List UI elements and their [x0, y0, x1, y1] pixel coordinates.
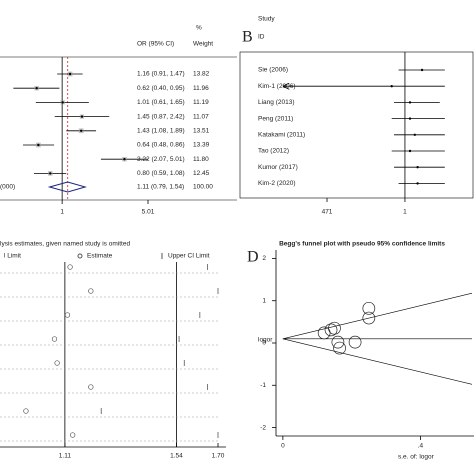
header: OR (95% CI) [137, 41, 174, 48]
weight-label: 12.45 [193, 170, 210, 177]
legend-label: Estimate [87, 253, 113, 260]
study-label: Liang (2013) [258, 99, 295, 106]
value-label: 0.64 (0.48, 0.86) [137, 142, 185, 149]
panel-label: D [247, 249, 259, 266]
study-label: Kim-2 (2020) [258, 180, 296, 187]
x-axis-label: s.e. of: logor [398, 454, 435, 461]
study-point [362, 301, 376, 315]
y-tick-label: 2 [262, 255, 266, 262]
weight-label: 11.19 [193, 99, 209, 106]
value-label: 1.16 (0.91, 1.47) [137, 71, 185, 78]
overall-diamond [47, 181, 87, 193]
x-tick-label: 1.11 [59, 453, 72, 460]
estimate [51, 336, 58, 342]
study-point [362, 311, 376, 325]
estimate [420, 68, 424, 72]
estimate [67, 264, 73, 270]
y-tick-label: -2 [260, 424, 266, 431]
weight-label: 100.00 [193, 184, 213, 191]
value-label: 1.01 (0.61, 1.65) [137, 99, 185, 106]
x-tick-label: 0 [281, 443, 285, 450]
study-label: Kumor (2017) [258, 164, 298, 171]
legend-marker [77, 253, 83, 259]
estimate [88, 288, 94, 294]
estimate [390, 85, 393, 88]
x-tick-label: .4 [418, 443, 424, 450]
value-label: 3.22 (2.07, 5.01) [137, 156, 185, 163]
estimate [413, 133, 417, 136]
estimate [64, 312, 71, 318]
study-point [324, 323, 338, 337]
study-label: Tao (2012) [258, 148, 289, 155]
overall-label: (000) [0, 184, 15, 191]
weight-label: 11.80 [193, 156, 209, 163]
estimate [23, 408, 29, 414]
y-tick-label: -1 [260, 382, 266, 389]
estimate [408, 117, 412, 120]
x-tick-label: 1.54 [170, 453, 183, 460]
estimate [49, 172, 52, 175]
legend-label: l Limit [4, 253, 21, 260]
estimate [35, 87, 38, 90]
x-tick-label: 1 [60, 209, 64, 216]
header: Study [258, 16, 275, 23]
value-label: 1.11 (0.79, 1.54) [137, 184, 184, 191]
study-label: Peng (2011) [258, 115, 293, 122]
x-tick-label: 5.01 [142, 209, 155, 216]
weight-label: 11.07 [193, 113, 209, 120]
estimate [37, 143, 40, 147]
estimate [61, 101, 64, 104]
header: Weight [193, 41, 213, 48]
estimate [80, 129, 83, 132]
study-point [328, 321, 341, 335]
estimate [68, 72, 72, 76]
estimate [408, 149, 412, 153]
y-tick-label: 0 [262, 340, 266, 347]
estimate [88, 384, 94, 390]
weight-label: 13.51 [193, 128, 210, 135]
chart-title: lysis estimates, given named study is om… [0, 241, 130, 248]
study-label: Kim-1 (2006) [258, 83, 296, 90]
x-tick-label: 471 [322, 209, 333, 216]
panel-label: B [242, 29, 253, 46]
x-tick-label: 1.70 [212, 453, 225, 460]
funnel-lower [282, 338, 473, 385]
study-label: Katakami (2011) [258, 132, 305, 139]
header: % [196, 25, 202, 32]
estimate [123, 158, 126, 161]
study-point [348, 335, 362, 349]
chart-title: Begg's funnel plot with pseudo 95% confi… [279, 241, 445, 248]
estimate [416, 182, 419, 185]
value-label: 0.80 (0.59, 1.08) [137, 170, 185, 177]
y-axis-label: logor [258, 337, 273, 344]
x-tick-label: 1 [403, 209, 407, 216]
value-label: 1.43 (1.08, 1.89) [137, 128, 185, 135]
value-label: 1.45 (0.87, 2.42) [137, 113, 185, 120]
estimate [408, 101, 412, 104]
weight-label: 13.82 [193, 71, 210, 78]
y-tick-label: 1 [262, 297, 266, 304]
weight-label: 11.96 [193, 85, 209, 92]
estimate [54, 360, 60, 366]
estimate [416, 166, 419, 169]
value-label: 0.62 (0.40, 0.95) [137, 85, 185, 92]
study-point [333, 341, 346, 355]
header: ID [258, 34, 265, 41]
funnel-upper [282, 292, 473, 340]
study-point [331, 335, 345, 349]
weight-label: 13.39 [193, 142, 210, 149]
legend-label: Upper CI Limit [168, 253, 210, 260]
study-label: Sie (2006) [258, 67, 288, 74]
estimate [80, 115, 84, 118]
estimate [70, 432, 76, 438]
frame [239, 51, 474, 199]
